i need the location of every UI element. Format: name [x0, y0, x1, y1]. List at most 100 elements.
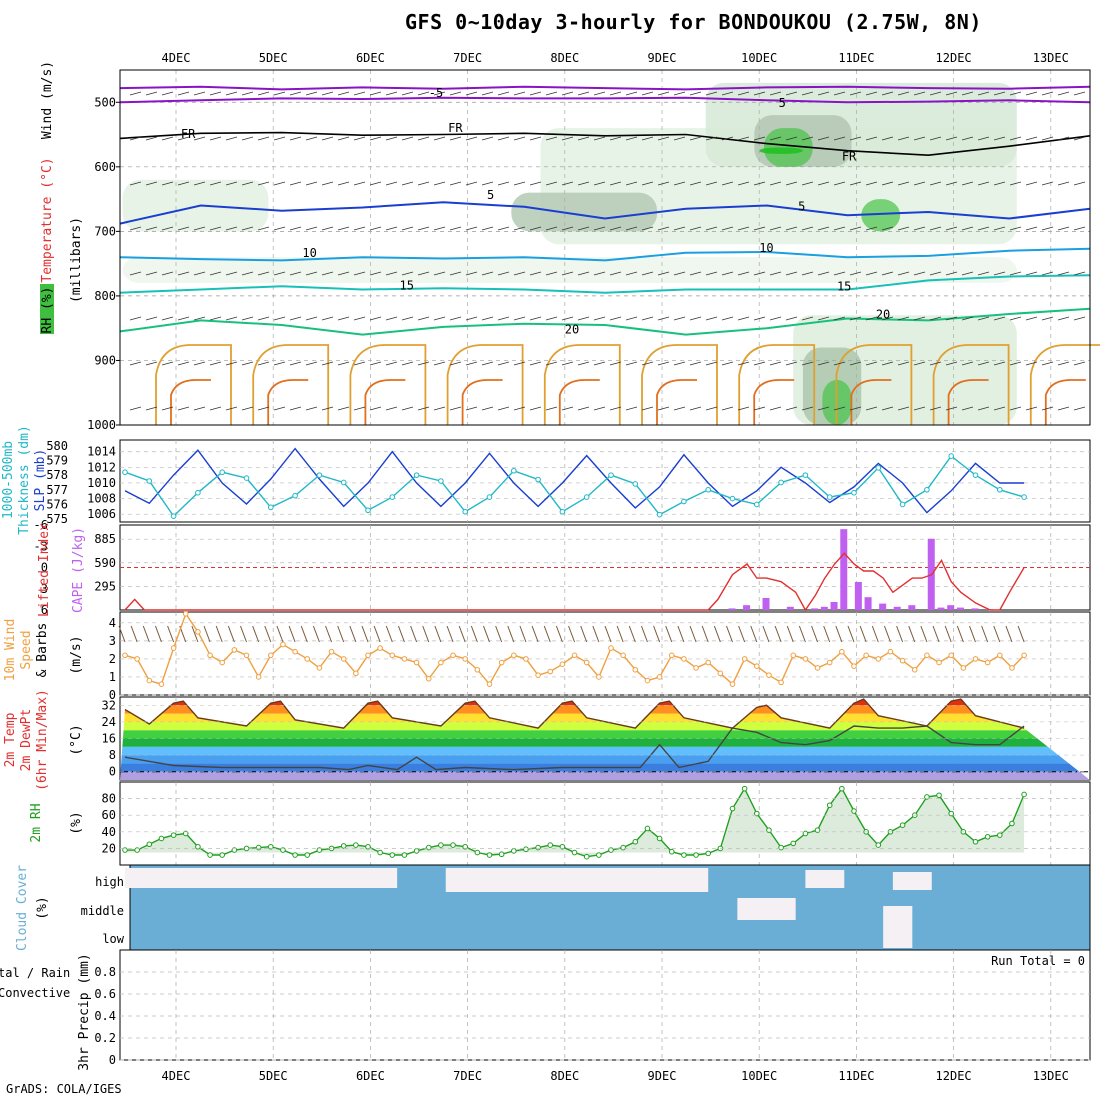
contour-label: 20 [876, 308, 890, 322]
x-tick-top-label: 9DEC [648, 51, 677, 65]
cape-bar [811, 608, 819, 610]
rh-shading-area [122, 179, 269, 232]
wind-barb [689, 136, 702, 141]
wind-barb [785, 91, 798, 96]
thickness-line-point [316, 472, 323, 478]
wind-barb [481, 361, 494, 366]
wind-speed-line-point [316, 665, 323, 671]
wind-barb [321, 361, 334, 366]
cloud-level-low: low [102, 932, 124, 946]
wind-barb [769, 361, 782, 366]
wind-barb [801, 316, 814, 321]
wind-barb [369, 136, 382, 141]
rh-tick-label: 20 [102, 841, 116, 855]
wind-speed-line-point [681, 656, 687, 662]
temp-tick-label: 0 [109, 765, 116, 779]
wind-speed-line-point [948, 652, 955, 659]
rh-line-point [438, 842, 444, 848]
wind-speed-line-point [292, 648, 298, 655]
wind-barb [881, 406, 894, 411]
wind-barb [833, 181, 846, 186]
rh-line-point [620, 844, 626, 851]
wind-barb [817, 406, 830, 411]
wind-barb [641, 226, 654, 231]
lifted-tick-label: -3 [34, 539, 48, 553]
wind-speed-line-point [997, 652, 1003, 659]
wind-barb [401, 316, 414, 321]
wind-barb [705, 271, 718, 276]
wind-barb [129, 361, 142, 366]
wind-barb [483, 625, 490, 643]
rh-line-point [304, 852, 311, 858]
wind-barb [257, 361, 270, 366]
wind-barb [657, 181, 670, 186]
wind-barb [609, 181, 622, 186]
wind-barb [945, 361, 958, 366]
rh-line-point [681, 852, 687, 858]
wind-barb [349, 625, 357, 643]
wind-barb [817, 361, 830, 366]
wind-barb [865, 316, 878, 321]
wind-barb [129, 406, 142, 411]
rh-line-point [486, 852, 493, 858]
surface-temp-contour [543, 344, 621, 425]
wind-speed-line-point [377, 645, 383, 651]
wind-barb [497, 181, 510, 186]
cloud-axis-label: Cloud Cover [15, 865, 30, 951]
wind-barb [641, 406, 654, 411]
wind-barb [545, 136, 558, 141]
wind-barb [769, 136, 782, 141]
wind-speed-line-point [182, 611, 189, 617]
surface-temp-contour [850, 379, 892, 425]
wind-barb [561, 136, 574, 141]
wind-barb [859, 625, 867, 643]
wind-barb [225, 136, 238, 141]
wind-speed-line-point [875, 656, 882, 662]
wind-speed-line-point [523, 656, 529, 662]
contour-label: -5 [429, 86, 443, 100]
thickness-line-point [754, 501, 760, 508]
wind-barb [753, 136, 766, 141]
wind-barb [798, 625, 806, 643]
wind-barb [1041, 271, 1054, 276]
cape-bar [820, 606, 828, 610]
wind-barb [1009, 226, 1022, 231]
wind-barb [673, 361, 686, 366]
temperature-contour [119, 307, 1091, 336]
wind-barb [433, 181, 446, 186]
millibars-axis-label: (millibars) [69, 217, 84, 303]
wind-barb [673, 271, 686, 276]
wind-barb [753, 181, 766, 186]
wind-barb [769, 316, 782, 321]
wind-barb [1073, 226, 1086, 231]
temp-tick-label: 8 [109, 748, 116, 762]
temp-line [124, 698, 1025, 729]
wind-barb [577, 226, 590, 231]
wind-barb [689, 406, 702, 411]
thickness-line-point [389, 494, 396, 500]
thickness-tick-label: 580 [46, 439, 68, 453]
wind-barb [305, 271, 318, 276]
pressure-tick-label: 500 [94, 95, 116, 109]
wind-barb [225, 316, 238, 321]
surface-temp-contour [835, 344, 913, 425]
wind-barb [193, 91, 206, 96]
wind-barb [673, 316, 686, 321]
wind-barb [325, 625, 333, 643]
wind-barb [961, 271, 974, 276]
lifted-axis-label: Lifted Index [37, 523, 52, 617]
wind-barb [529, 271, 542, 276]
wind-barb [673, 136, 686, 141]
temp-band [120, 738, 1090, 747]
wind-barb [145, 226, 158, 231]
wind-barb [241, 91, 254, 96]
wind-barb [353, 136, 366, 141]
wind-barb [555, 625, 563, 643]
wind-barb [785, 136, 798, 141]
wind-barb [417, 181, 430, 186]
wind-barb [577, 181, 590, 186]
wind-speed-line-point [146, 677, 153, 684]
wind-barb [977, 316, 990, 321]
thickness-line-point [997, 486, 1003, 493]
